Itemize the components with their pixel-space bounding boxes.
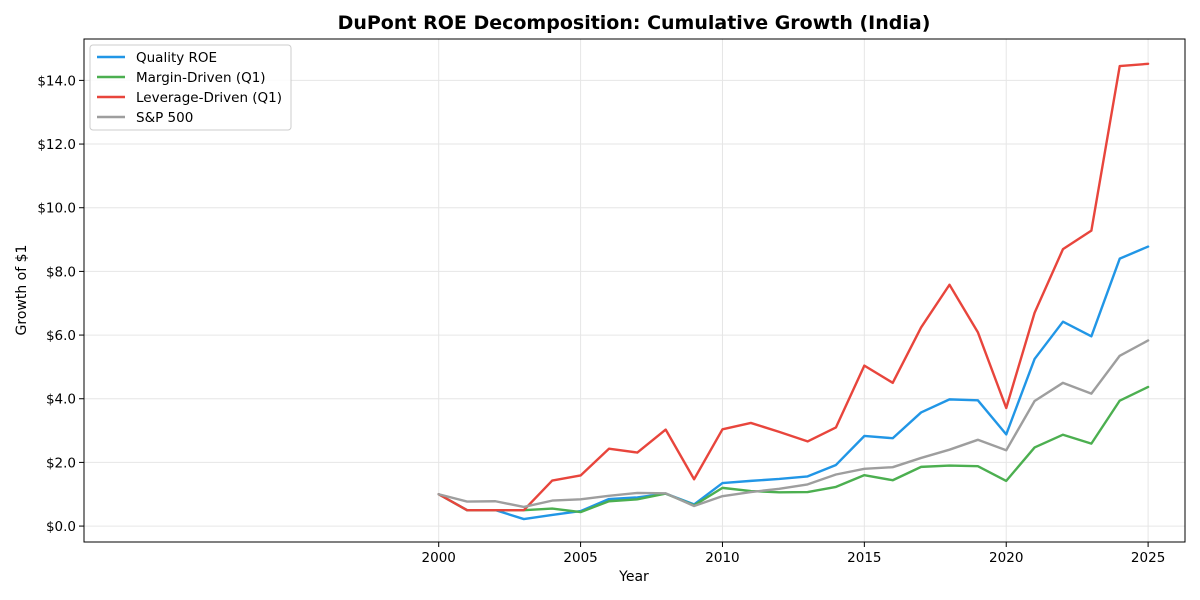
y-axis-label: Growth of $1 bbox=[14, 245, 30, 336]
x-tick-label: 2010 bbox=[705, 550, 739, 566]
x-axis: 2000 2005 2010 2015 2020 2025 bbox=[422, 542, 1165, 566]
series-line-quality-roe bbox=[437, 245, 1150, 521]
y-tick-label: $12.0 bbox=[37, 137, 76, 153]
x-axis-label: Year bbox=[618, 569, 649, 585]
series-line-leverage-driven-q1 bbox=[437, 62, 1150, 512]
y-tick-label: $6.0 bbox=[46, 328, 76, 344]
legend-box bbox=[89, 44, 292, 131]
x-tick-label: 2025 bbox=[1131, 550, 1165, 566]
y-tick-label: $14.0 bbox=[37, 73, 76, 89]
chart-title: DuPont ROE Decomposition: Cumulative Gro… bbox=[338, 12, 931, 34]
x-tick-label: 2020 bbox=[989, 550, 1023, 566]
y-axis: $0.0 $2.0 $4.0 $6.0 $8.0 $10.0 $12.0 $14.0 bbox=[37, 73, 84, 535]
y-tick-label: $2.0 bbox=[46, 455, 76, 471]
y-tick-label: $4.0 bbox=[46, 392, 76, 408]
series-line-s-p-500 bbox=[437, 339, 1150, 509]
series-line-margin-driven-q1 bbox=[437, 385, 1150, 514]
x-tick-label: 2015 bbox=[847, 550, 881, 566]
y-tick-label: $8.0 bbox=[46, 264, 76, 280]
legend: Quality ROE Margin-Driven (Q1) Leverage-Dr… bbox=[89, 44, 292, 131]
y-tick-label: $10.0 bbox=[37, 201, 76, 217]
x-tick-label: 2000 bbox=[422, 550, 456, 566]
legend-label-s-p-500: S&P 500 bbox=[136, 110, 193, 126]
x-tick-label: 2005 bbox=[563, 550, 597, 566]
legend-label-leverage-driven-q1: Leverage-Driven (Q1) bbox=[136, 90, 282, 106]
grid bbox=[84, 39, 1185, 542]
legend-label-quality-roe: Quality ROE bbox=[136, 50, 217, 66]
plot-lines bbox=[437, 62, 1150, 521]
legend-label-margin-driven-q1: Margin-Driven (Q1) bbox=[136, 70, 266, 86]
plot-frame bbox=[83, 38, 1186, 543]
y-tick-label: $0.0 bbox=[46, 519, 76, 535]
